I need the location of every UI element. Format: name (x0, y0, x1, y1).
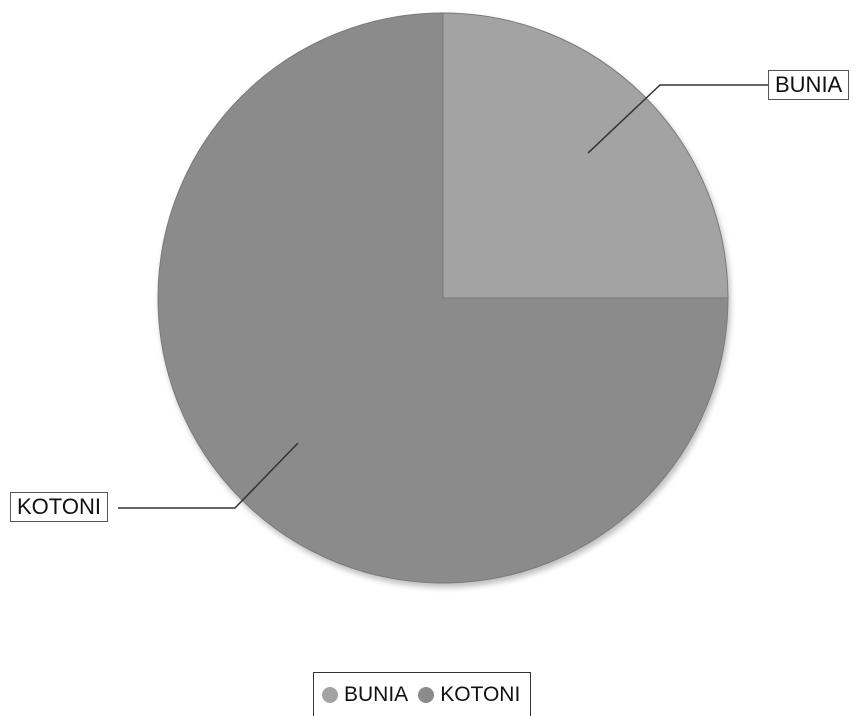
legend-label-kotoni: KOTONI (440, 682, 521, 706)
pie-slice-bunia (442, 12, 729, 299)
pie-slices (157, 12, 729, 584)
slice-label-bunia: BUNIA (768, 70, 850, 100)
legend-label-bunia: BUNIA (344, 682, 409, 706)
legend-swatch-kotoni (418, 686, 435, 703)
chart-legend: BUNIA KOTONI (313, 672, 532, 716)
slice-label-kotoni: KOTONI (10, 492, 108, 522)
legend-item-kotoni: KOTONI (418, 683, 520, 707)
leader-line-bunia (587, 84, 768, 154)
pie-slice-kotoni (157, 12, 729, 584)
legend-swatch-bunia (322, 686, 338, 703)
legend-item-bunia: BUNIA (322, 683, 408, 707)
leader-line-kotoni (118, 442, 299, 509)
leader-lines (118, 84, 768, 509)
